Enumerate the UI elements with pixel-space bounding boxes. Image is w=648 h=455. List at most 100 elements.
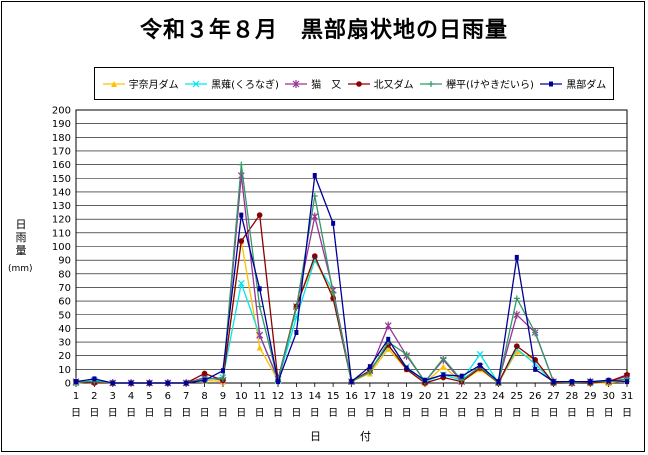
- series-line: [75, 175, 628, 384]
- data-point: [440, 355, 447, 362]
- x-tick-unit: 日: [218, 408, 228, 419]
- data-point: [514, 343, 520, 349]
- x-tick-label: 11: [253, 391, 266, 402]
- data-point: [404, 365, 409, 371]
- legend-swatch: [420, 80, 443, 87]
- data-point: [293, 304, 300, 311]
- data-point: [513, 310, 521, 319]
- x-tick-label: 2: [91, 391, 97, 402]
- data-point: [201, 370, 208, 377]
- x-tick-unit: 日: [181, 408, 191, 419]
- data-point: [569, 379, 574, 385]
- data-point: [220, 368, 225, 374]
- data-point: [441, 372, 446, 378]
- data-point: [129, 380, 134, 386]
- legend-marker: [192, 80, 200, 87]
- data-point: [625, 379, 629, 385]
- x-tick-unit: 日: [163, 408, 173, 419]
- data-point: [311, 253, 318, 259]
- y-tick-label: 50: [58, 310, 71, 321]
- x-tick-unit: 日: [475, 408, 485, 419]
- y-axis-label: 日雨量: [15, 218, 27, 257]
- legend-item: 猫 又: [284, 76, 341, 91]
- y-tick-label: 40: [58, 324, 71, 335]
- legend-marker: [292, 79, 300, 88]
- legend-label: 黒薙(くろなぎ): [211, 80, 279, 91]
- data-point: [386, 336, 391, 342]
- data-point: [147, 380, 152, 386]
- data-point: [239, 212, 244, 218]
- x-tick-label: 26: [529, 391, 542, 402]
- data-point: [551, 379, 556, 385]
- x-tick-unit: 日: [328, 408, 338, 419]
- y-tick-label: 190: [52, 119, 71, 130]
- x-tick-label: 7: [183, 391, 189, 402]
- y-axis-unit: (mm): [8, 264, 33, 274]
- x-tick-unit: 日: [604, 408, 614, 419]
- y-tick-label: 140: [52, 187, 71, 198]
- x-tick-unit: 日: [310, 408, 320, 419]
- x-tick-label: 30: [602, 391, 615, 402]
- x-tick-label: 20: [419, 391, 432, 402]
- x-tick-unit: 日: [347, 408, 357, 419]
- x-tick-label: 6: [165, 391, 171, 402]
- data-point: [478, 362, 483, 368]
- data-point: [385, 345, 392, 352]
- data-point: [349, 379, 354, 385]
- x-tick-unit: 日: [383, 408, 393, 419]
- x-tick-unit: 日: [236, 408, 246, 419]
- legend-item: 欅平(けやきだいら): [419, 76, 534, 91]
- data-point: [422, 377, 427, 383]
- data-point: [202, 377, 207, 383]
- y-tick-label: 160: [52, 160, 71, 171]
- data-point: [256, 212, 263, 218]
- data-point: [238, 238, 245, 244]
- x-tick-label: 19: [400, 391, 413, 402]
- x-tick-unit: 日: [420, 408, 430, 419]
- legend-item: 宇奈月ダム: [102, 76, 179, 91]
- x-tick-label: 1: [73, 391, 79, 402]
- series-3: [72, 171, 631, 387]
- y-tick-label: 150: [52, 174, 71, 185]
- data-point: [92, 376, 97, 382]
- series-line: [75, 240, 628, 384]
- x-tick-unit: 日: [200, 408, 210, 419]
- data-point: [184, 380, 189, 386]
- data-point: [237, 279, 245, 287]
- data-point: [331, 220, 336, 226]
- x-axis-label: 日 付: [310, 430, 385, 443]
- x-tick-unit: 日: [530, 408, 540, 419]
- legend-item: 黒薙(くろなぎ): [184, 76, 279, 91]
- data-point: [74, 379, 78, 385]
- x-tick-unit: 日: [365, 408, 375, 419]
- data-point: [276, 379, 281, 385]
- data-point: [219, 375, 226, 382]
- data-point: [256, 303, 263, 310]
- x-tick-unit: 日: [108, 408, 118, 419]
- series-2: [72, 256, 631, 387]
- data-point: [384, 321, 392, 330]
- legend-label: 北又ダム: [373, 80, 414, 91]
- x-tick-unit: 日: [89, 408, 99, 419]
- data-point: [624, 372, 630, 378]
- data-point: [366, 369, 373, 376]
- data-point: [257, 286, 262, 292]
- data-point: [496, 379, 501, 385]
- legend-swatch: [347, 80, 370, 87]
- x-tick-unit: 日: [549, 408, 559, 419]
- data-point: [294, 329, 299, 335]
- data-point: [513, 348, 520, 355]
- legend-swatch: [185, 80, 208, 87]
- y-tick-label: 10: [58, 365, 71, 376]
- data-point: [330, 289, 337, 296]
- data-point: [165, 380, 170, 386]
- series-line: [75, 258, 628, 385]
- legend: 宇奈月ダム 黒薙(くろなぎ) 猫 又 北又ダム 欅平(けやきだいら) 黒部ダム: [94, 67, 614, 100]
- data-point: [403, 351, 410, 358]
- x-tick-label: 22: [455, 391, 468, 402]
- data-point: [532, 329, 539, 336]
- x-tick-unit: 日: [622, 408, 632, 419]
- x-tick-label: 9: [220, 391, 226, 402]
- x-tick-unit: 日: [512, 408, 522, 419]
- x-tick-unit: 日: [144, 408, 154, 419]
